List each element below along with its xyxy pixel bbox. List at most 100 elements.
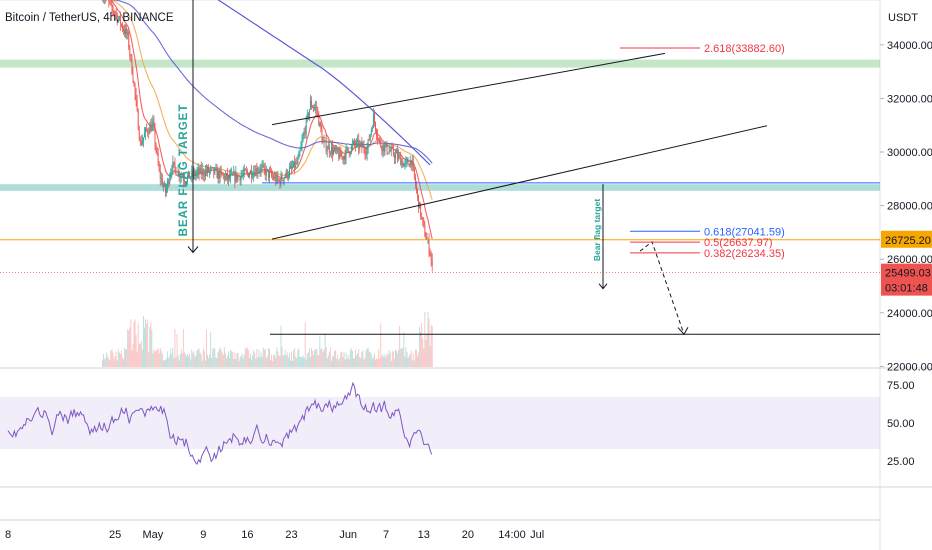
volume-bar xyxy=(206,329,207,367)
candle xyxy=(157,153,159,165)
candle xyxy=(253,171,255,177)
candle xyxy=(320,122,322,131)
candle xyxy=(183,180,185,183)
volume-bar xyxy=(285,355,287,367)
candle xyxy=(396,151,397,154)
candle xyxy=(256,168,258,174)
volume-bar xyxy=(138,343,140,367)
volume-bar xyxy=(330,360,332,367)
volume-bar xyxy=(323,349,325,367)
volume-bar xyxy=(382,354,384,367)
volume-bar xyxy=(265,357,267,367)
candle xyxy=(294,161,296,169)
candle xyxy=(246,171,248,173)
volume-bar xyxy=(209,354,211,367)
volume-bar xyxy=(284,349,286,367)
volume-bar xyxy=(111,349,113,367)
volume-bar xyxy=(349,350,351,367)
candle xyxy=(243,169,245,174)
price-tick-label: 26000.00 xyxy=(887,254,932,266)
volume-bar xyxy=(315,349,317,367)
volume-bar xyxy=(334,351,335,367)
volume-bar xyxy=(370,354,372,367)
time-axis-label: 25 xyxy=(109,529,121,541)
volume-bar xyxy=(107,356,109,367)
candle xyxy=(203,175,205,177)
candle xyxy=(382,144,384,151)
volume-bar xyxy=(387,354,389,367)
volume-bar xyxy=(239,357,241,367)
candle xyxy=(324,140,326,142)
volume-bar xyxy=(418,352,419,367)
candle xyxy=(377,135,379,139)
volume-bar xyxy=(106,352,108,367)
candle xyxy=(272,175,274,177)
candle xyxy=(333,150,334,155)
candle xyxy=(124,30,125,34)
volume-bar xyxy=(400,349,402,367)
time-axis-label: 7 xyxy=(383,529,389,541)
volume-bar xyxy=(248,349,249,367)
candle xyxy=(293,161,295,168)
volume-bar xyxy=(424,311,426,367)
candle xyxy=(350,145,352,153)
volume-bar xyxy=(201,360,203,367)
volume-bar xyxy=(112,352,114,367)
candle xyxy=(219,170,221,179)
volume-bar xyxy=(216,358,218,367)
candle xyxy=(146,128,148,130)
volume-bar xyxy=(292,360,293,367)
volume-bar xyxy=(430,324,432,367)
volume-bar xyxy=(145,319,146,367)
volume-bar xyxy=(212,348,214,367)
volume-bar xyxy=(137,323,139,367)
candle xyxy=(274,176,276,180)
candle xyxy=(171,170,173,173)
candle xyxy=(241,174,243,176)
candle xyxy=(164,184,165,186)
volume-bar xyxy=(185,354,186,367)
price-tick-label: 34000.00 xyxy=(887,40,932,52)
volume-bar xyxy=(304,322,306,367)
volume-bar xyxy=(217,352,219,367)
volume-bar xyxy=(395,349,396,367)
candle xyxy=(407,159,409,165)
volume-bar xyxy=(344,359,346,367)
candle xyxy=(166,187,167,193)
candle xyxy=(411,161,413,166)
volume-bar xyxy=(223,347,225,367)
candle xyxy=(136,100,138,110)
candle xyxy=(412,161,414,168)
volume-bar xyxy=(389,352,391,367)
candle xyxy=(233,172,235,176)
candle xyxy=(151,123,153,132)
volume-bar xyxy=(261,356,263,367)
candle xyxy=(314,107,316,109)
volume-bar xyxy=(122,357,123,367)
volume-bar xyxy=(383,357,385,367)
volume-bar xyxy=(367,347,369,367)
candle xyxy=(321,130,323,143)
volume-bar xyxy=(329,347,331,367)
candle xyxy=(326,149,328,152)
volume-bar xyxy=(286,352,288,367)
candle xyxy=(221,172,223,176)
candle xyxy=(418,195,419,209)
volume-bar xyxy=(356,355,358,367)
volume-bar xyxy=(150,322,152,367)
candle xyxy=(370,129,372,135)
volume-bar xyxy=(220,349,222,367)
candle xyxy=(255,168,257,176)
volume-bar xyxy=(355,349,356,367)
volume-bar xyxy=(155,351,157,367)
volume-bar xyxy=(240,355,242,367)
candle xyxy=(181,176,183,178)
volume-bar xyxy=(396,350,397,367)
candle xyxy=(214,168,216,174)
candle xyxy=(114,12,116,14)
candle xyxy=(201,169,203,175)
candle xyxy=(343,155,345,160)
candle xyxy=(131,56,133,74)
candle xyxy=(238,175,240,177)
